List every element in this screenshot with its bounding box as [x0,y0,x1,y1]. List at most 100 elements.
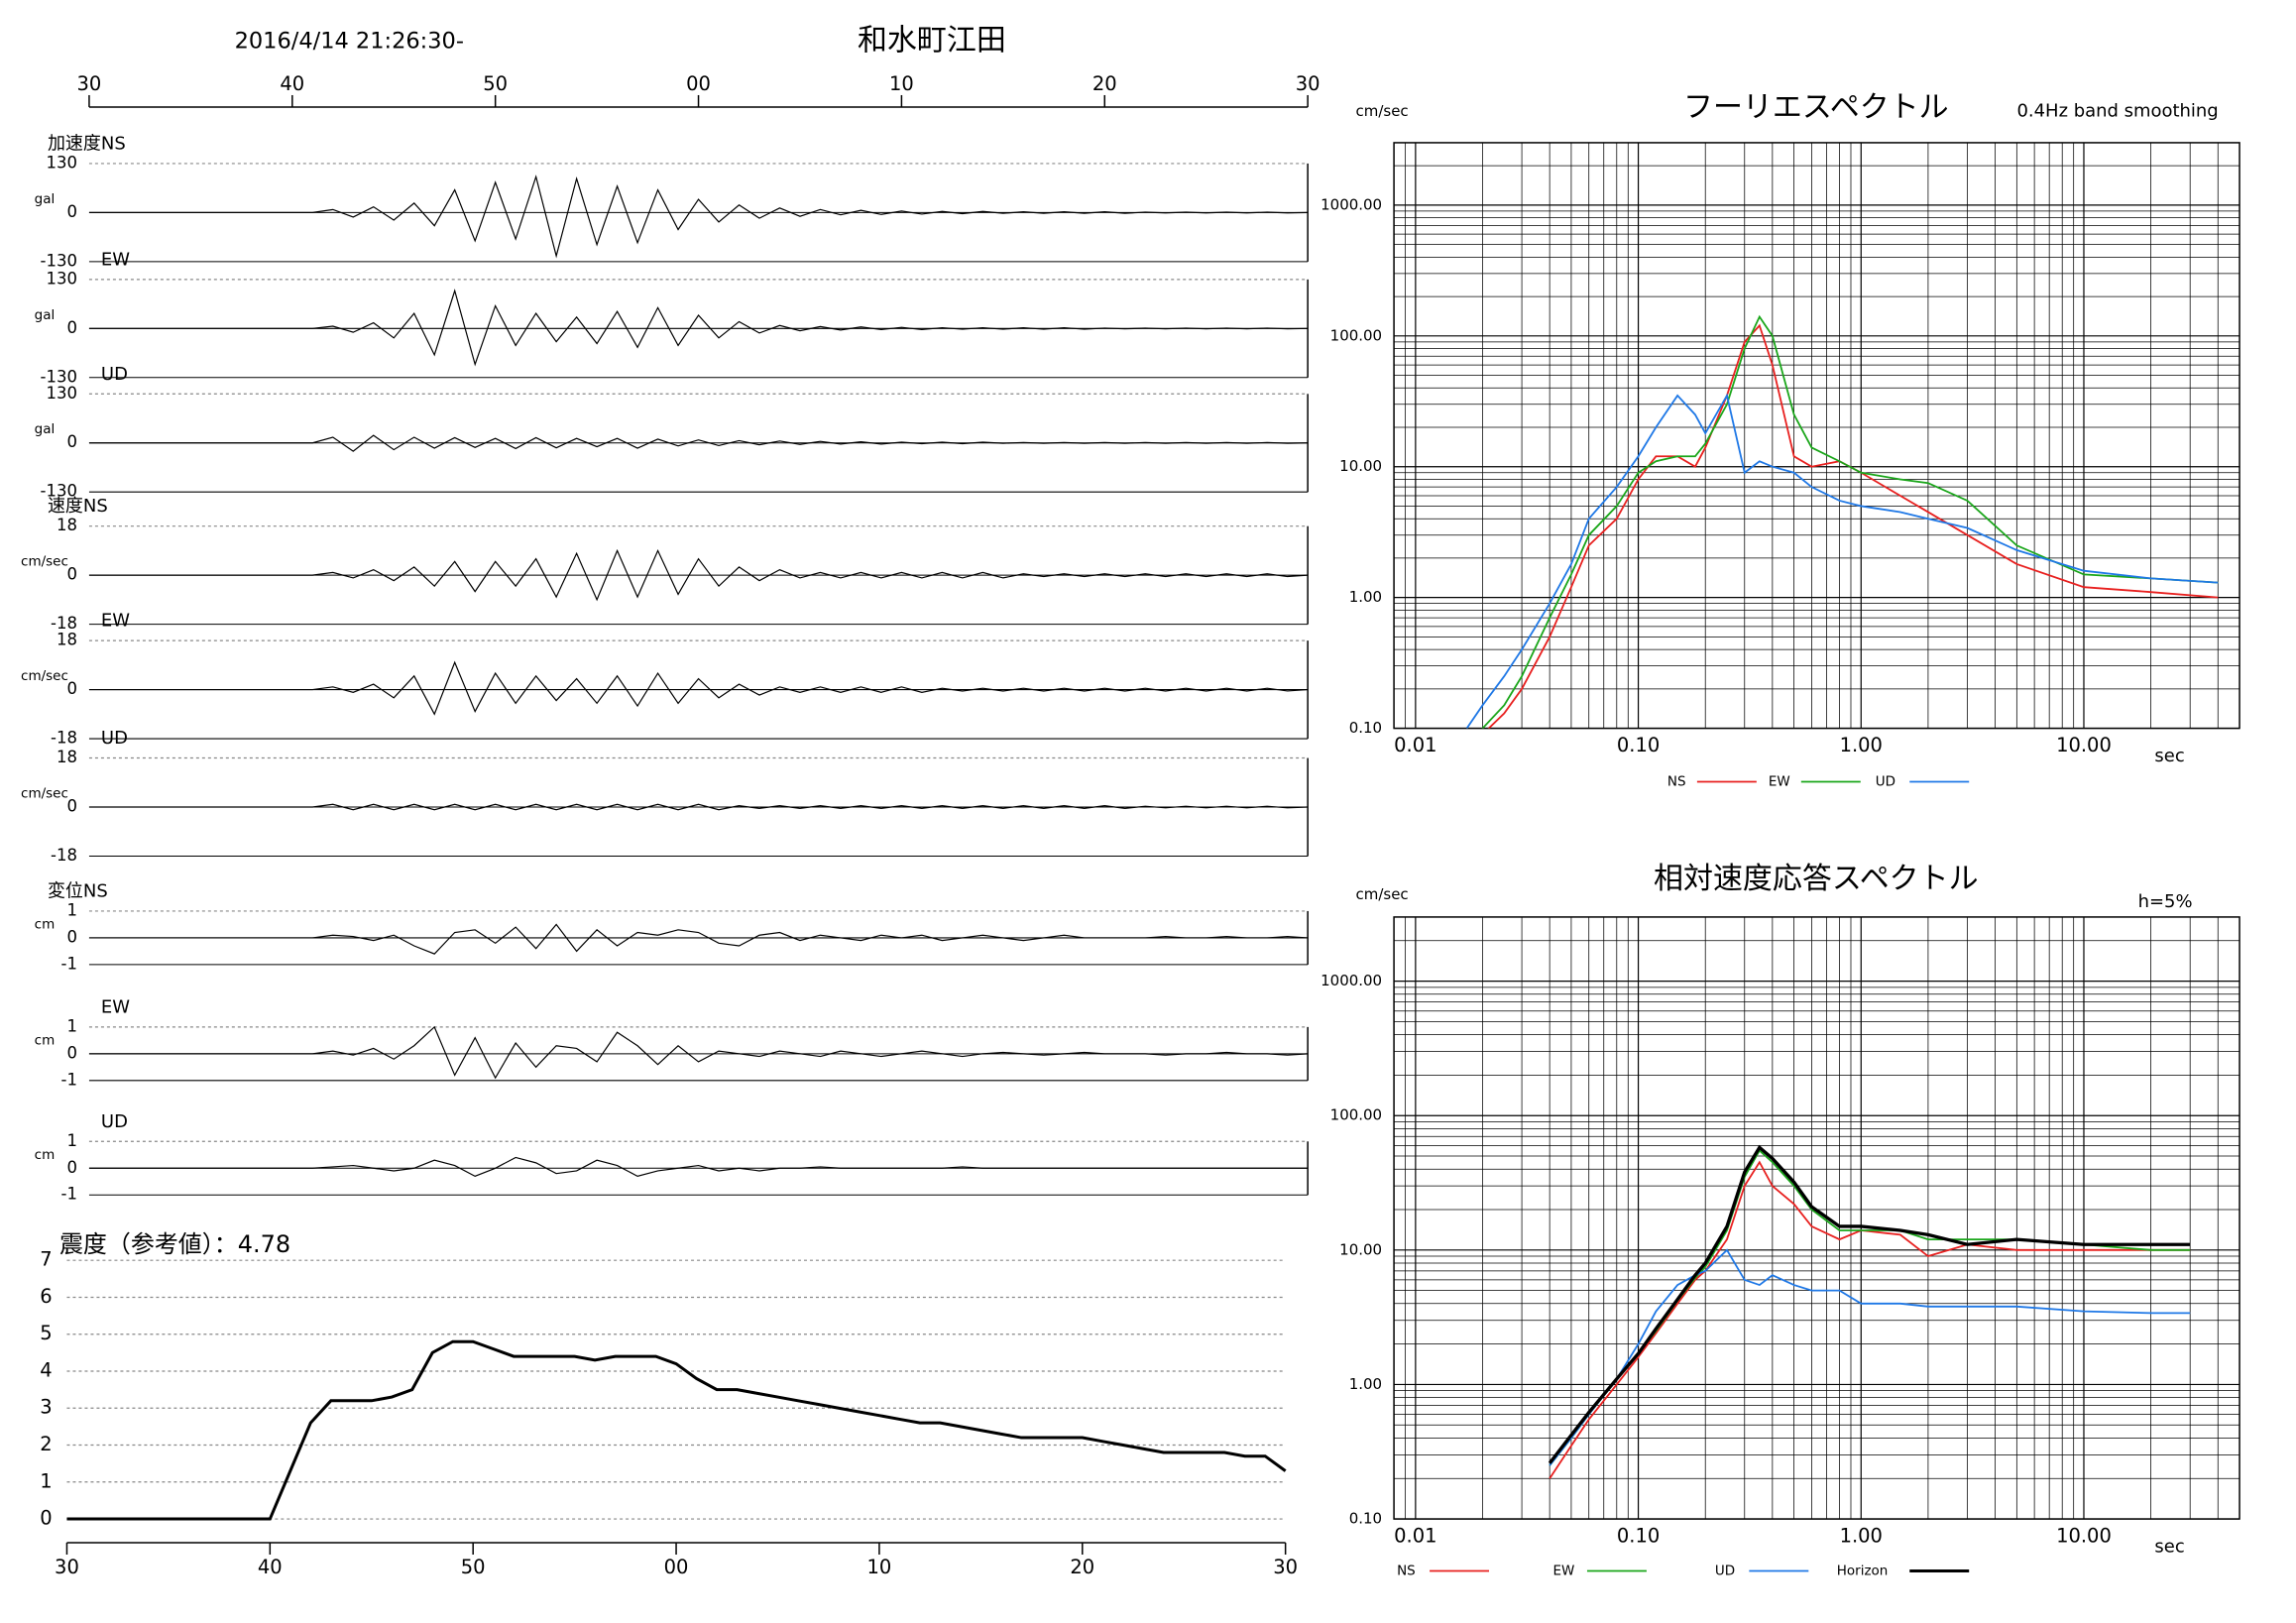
y-tick-label: 0 [66,927,76,946]
spectrum-line [1487,323,2219,729]
waveform-trace [88,548,1309,602]
unit-label: cm [35,916,56,932]
legend-label: Horizon [1837,1564,1889,1579]
spectrum-line [1465,393,2219,729]
waveform-trace [88,923,1309,955]
y-tick-label: 1 [66,900,76,919]
x-tick-label: 1.00 [1840,1525,1883,1548]
unit-label: cm [35,1032,56,1048]
x-tick-label: 0.10 [1617,1525,1660,1548]
y-tick-label: -18 [51,846,77,865]
y-tick-label: 1 [66,1131,76,1150]
waveform-trace [88,289,1309,367]
x-axis-label: sec [2154,746,2184,766]
panel-label: UD [101,364,128,385]
y-tick-label: 0 [66,1043,76,1062]
x-tick-label: 1.00 [1840,734,1883,756]
panel-label: 加速度NS [48,133,126,154]
y-tick-label: 0 [66,565,76,584]
spectrum-line [1549,1248,2191,1466]
x-tick-label: 40 [258,1556,283,1578]
unit-label: gal [35,191,56,207]
y-tick-label: 1.00 [1349,1375,1382,1393]
y-tick-label: 100.00 [1330,326,1382,344]
y-tick-label: -130 [41,367,77,386]
y-tick-label: 100.00 [1330,1106,1382,1124]
x-tick-label: 30 [1296,72,1320,95]
y-tick-label: 3 [40,1396,52,1419]
y-tick-label: 10.00 [1339,457,1382,475]
y-tick-label: 130 [47,384,77,403]
y-tick-label: 18 [57,516,77,534]
record-time: 2016/4/14 21:26:30- [235,29,464,55]
waveform-trace [88,1156,1309,1178]
y-tick-label: 18 [57,631,77,649]
x-tick-label: 30 [77,72,102,95]
waveform-trace [88,1025,1309,1080]
unit-label: cm/sec [21,668,68,684]
x-tick-label: 50 [483,72,508,95]
plot-frame [1393,916,2240,1520]
y-tick-label: 5 [40,1322,52,1344]
waveform-trace [88,174,1309,259]
x-tick-label: 0.01 [1394,1525,1436,1548]
plot-frame [1393,142,2240,730]
y-tick-label: -130 [41,251,77,270]
fourier-subtitle: 0.4Hz band smoothing [2016,100,2218,121]
y-tick-label: 1000.00 [1320,972,1382,989]
y-tick-label: -1 [61,954,77,973]
y-tick-label: 18 [57,748,77,766]
x-tick-label: 20 [1070,1556,1094,1578]
legend-label: EW [1552,1564,1574,1579]
legend-label: NS [1397,1564,1416,1579]
spectrum-line [1548,1144,2191,1464]
response-title: 相対速度応答スペクトル [1654,862,1979,896]
waveform-trace [88,803,1309,811]
panel-label: UD [101,1111,128,1132]
y-tick-label: 0 [66,797,76,816]
waveform-trace [88,660,1309,716]
panel-label: EW [101,996,130,1017]
unit-label: cm [35,1147,56,1163]
y-tick-label: -1 [61,1070,77,1089]
x-tick-label: 30 [1273,1556,1298,1578]
panel-label: EW [101,611,130,632]
x-tick-label: 10.00 [2056,734,2112,756]
x-tick-label: 0.01 [1394,734,1436,756]
unit-label: gal [35,421,56,437]
y-tick-label: 0.10 [1349,1510,1382,1528]
y-tick-label: -18 [51,614,77,633]
y-tick-label: 1 [66,1016,76,1035]
x-tick-label: 0.10 [1617,734,1660,756]
x-tick-label: 40 [280,72,304,95]
x-tick-label: 10.00 [2056,1525,2112,1548]
intensity-line [66,1339,1287,1521]
y-tick-label: 10.00 [1339,1240,1382,1258]
station-title: 和水町江田 [858,24,1006,58]
y-axis-label: cm/sec [1356,885,1409,903]
plot-area [1465,314,2219,729]
y-tick-label: 1.00 [1349,588,1382,606]
panel-label: 変位NS [48,880,108,901]
y-tick-label: 0 [66,202,76,221]
unit-label: cm/sec [21,554,68,570]
y-tick-label: 2 [40,1433,52,1455]
panel-label: 速度NS [48,496,108,517]
y-tick-label: 1000.00 [1320,195,1382,213]
unit-label: cm/sec [21,786,68,802]
panel-label: EW [101,249,130,270]
spectrum-line [1549,1149,2191,1466]
unit-label: gal [35,307,56,323]
y-tick-label: 0 [66,432,76,451]
x-tick-label: 30 [55,1556,79,1578]
x-tick-label: 00 [686,72,711,95]
panel-label: UD [101,728,128,749]
legend-label: EW [1769,774,1790,790]
y-tick-label: 0 [66,1158,76,1177]
y-tick-label: 130 [47,269,77,288]
intensity-title: 震度（参考値）：4.78 [59,1230,290,1258]
y-tick-label: 130 [47,153,77,172]
y-tick-label: -1 [61,1185,77,1204]
x-tick-label: 20 [1092,72,1117,95]
plot-area [1548,1144,2191,1479]
